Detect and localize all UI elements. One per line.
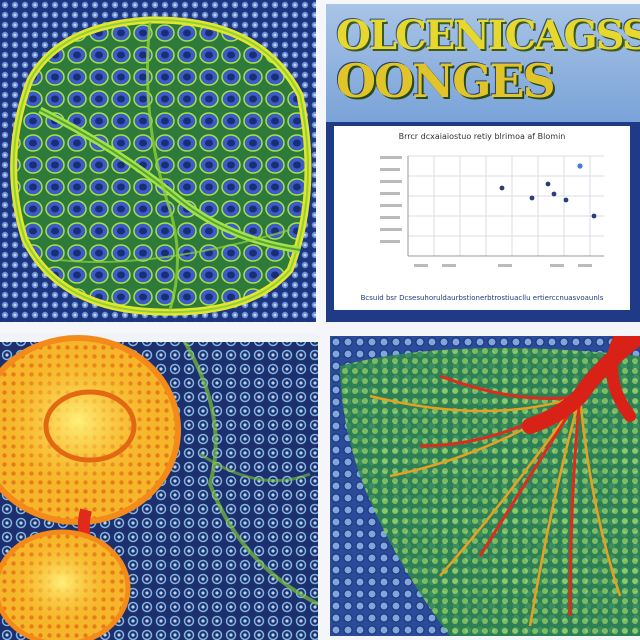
organ-illustration-panel: [0, 334, 318, 640]
chart-title: Brrcr dcxaiaiostuo retiy blrimoa af Blom…: [398, 132, 566, 141]
tissue-illustration-panel: [0, 0, 316, 322]
cell-tissue-illustration: [0, 0, 316, 322]
poster-banner: OLCENICAGSS OONGES: [326, 4, 640, 122]
chart-plot: [380, 155, 604, 267]
vessel-illustration-panel: [330, 336, 640, 636]
poster-title-line1: OLCENICAGSS: [336, 12, 640, 59]
scatter-chart: Brrcr dcxaiaiostuo retiy blrimoa af Blom…: [330, 122, 634, 314]
chart-caption: Bcsuid bsr Dcsesuhoruldaurbstionerbtrost…: [360, 294, 604, 302]
vessel-illustration: [330, 336, 640, 636]
poster-title-line2: OONGES: [336, 54, 556, 108]
organ-illustration: [0, 334, 318, 640]
poster-panel: OLCENICAGSS OONGES Brrcr dcxaiaiostuo re…: [326, 4, 640, 322]
